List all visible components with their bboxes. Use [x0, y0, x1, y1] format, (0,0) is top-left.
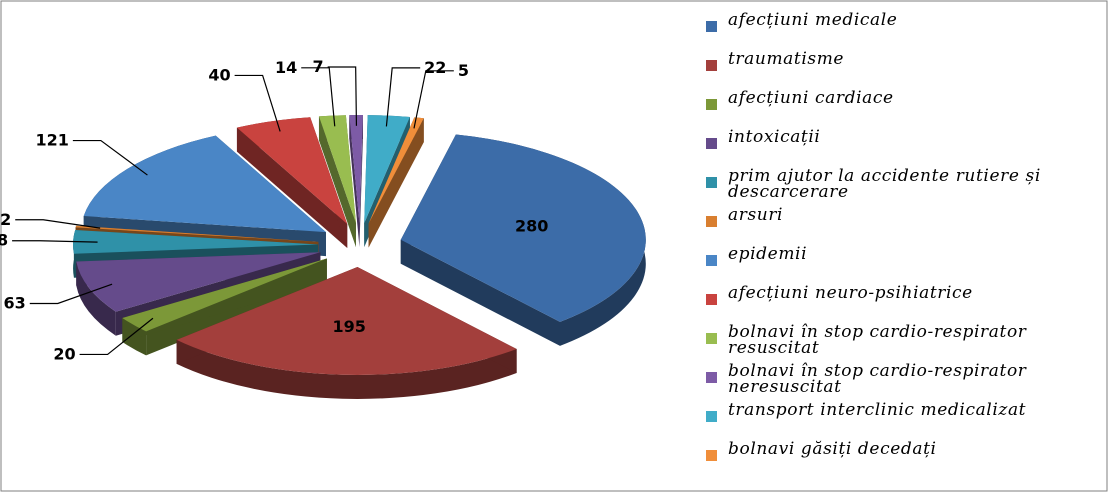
- legend-item-7: epidemii: [706, 242, 1106, 281]
- legend-label-3: afecțiuni cardiace: [728, 88, 894, 108]
- leader-line-8: [234, 74, 281, 132]
- legend-swatch-12: [706, 450, 717, 461]
- legend-swatch-4: [706, 138, 717, 149]
- legend-swatch-11: [706, 411, 717, 422]
- legend-swatch-5: [706, 177, 717, 188]
- pie-slice-3: [122, 258, 327, 356]
- data-label-2: 195: [332, 317, 365, 336]
- data-label-1: 280: [515, 217, 548, 236]
- legend-label-10: bolnavi în stop cardio-respirator neresu…: [728, 361, 1027, 397]
- legend-label-6: arsuri: [728, 205, 784, 225]
- data-label-11: 22: [424, 58, 446, 77]
- leader-line-4: [29, 283, 113, 305]
- legend-item-6: arsuri: [706, 203, 1106, 242]
- leader-line-7: [72, 139, 148, 176]
- data-label-5: 28: [0, 231, 8, 250]
- legend-label-11: transport interclinic medicalizat: [728, 400, 1027, 420]
- legend-swatch-3: [706, 99, 717, 110]
- pie-slice-10: [349, 115, 363, 248]
- legend-item-1: afecțiuni medicale: [706, 8, 1106, 47]
- leader-line-11: [385, 67, 421, 127]
- legend-list: afecțiuni medicale traumatisme afecțiuni…: [706, 8, 1106, 476]
- leader-line-3: [79, 317, 154, 356]
- leader-line-10: [327, 66, 358, 126]
- legend-label-1: afecțiuni medicale: [728, 10, 898, 30]
- leader-line-6: [15, 219, 101, 229]
- pie-slice-2: [176, 266, 517, 399]
- legend-item-8: afecțiuni neuro-psihiatrice: [706, 281, 1106, 320]
- data-label-3: 20: [53, 344, 75, 363]
- data-label-9: 14: [275, 58, 297, 77]
- legend-item-3: afecțiuni cardiace: [706, 86, 1106, 125]
- legend-swatch-2: [706, 60, 717, 71]
- legend-item-2: traumatisme: [706, 47, 1106, 86]
- data-label-4: 63: [4, 293, 26, 312]
- legend: afecțiuni medicale traumatisme afecțiuni…: [706, 8, 1106, 476]
- legend-label-5: prim ajutor la accidente rutiere și desc…: [728, 166, 1041, 202]
- legend-swatch-7: [706, 255, 717, 266]
- legend-label-8: afecțiuni neuro-psihiatrice: [728, 283, 973, 303]
- data-label-12: 5: [458, 61, 469, 80]
- data-label-10: 7: [313, 57, 324, 76]
- pie-slice-9: [318, 115, 356, 248]
- legend-swatch-8: [706, 294, 717, 305]
- legend-item-10: bolnavi în stop cardio-respirator neresu…: [706, 359, 1106, 398]
- legend-swatch-9: [706, 333, 717, 344]
- legend-label-12: bolnavi găsiți decedați: [728, 439, 937, 459]
- leader-line-12: [413, 70, 454, 129]
- data-label-7: 121: [35, 131, 68, 150]
- pie-slice-8: [236, 117, 348, 249]
- leader-line-5: [12, 240, 98, 243]
- data-label-8: 40: [208, 65, 230, 84]
- pie-slice-12: [368, 117, 424, 248]
- legend-label-7: epidemii: [728, 244, 808, 264]
- legend-label-4: intoxicații: [728, 127, 821, 147]
- legend-swatch-6: [706, 216, 717, 227]
- legend-label-2: traumatisme: [728, 49, 845, 69]
- leader-line-9: [301, 67, 336, 127]
- legend-item-11: transport interclinic medicalizat: [706, 398, 1106, 437]
- legend-swatch-10: [706, 372, 717, 383]
- legend-item-4: intoxicații: [706, 125, 1106, 164]
- data-label-6: 2: [0, 210, 11, 229]
- pie-slice-1: [400, 134, 646, 346]
- legend-item-5: prim ajutor la accidente rutiere și desc…: [706, 164, 1106, 203]
- legend-label-9: bolnavi în stop cardio-respirator resusc…: [728, 322, 1027, 358]
- legend-item-12: bolnavi găsiți decedați: [706, 437, 1106, 476]
- legend-swatch-1: [706, 21, 717, 32]
- legend-item-9: bolnavi în stop cardio-respirator resusc…: [706, 320, 1106, 359]
